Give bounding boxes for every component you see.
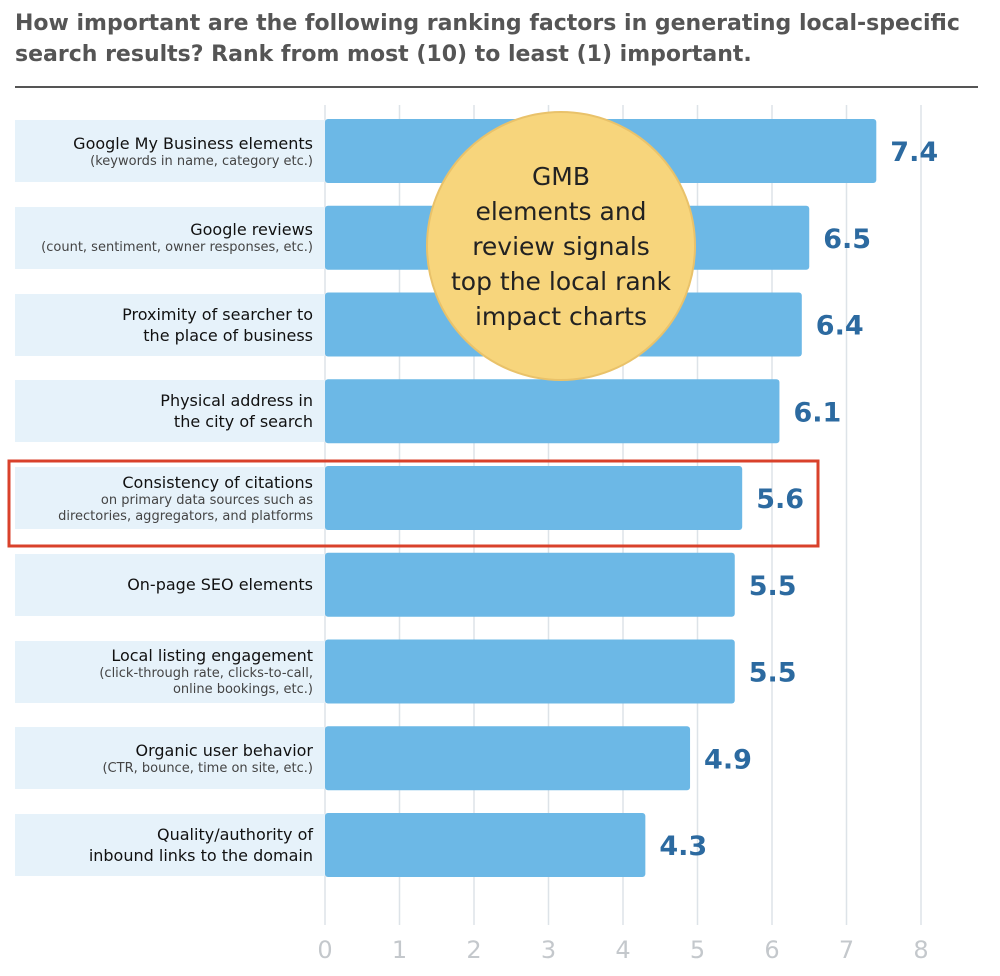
category-label: Consistency of citations on primary data … [15,467,325,529]
value-label: 5.5 [749,658,797,689]
bar [325,466,743,530]
category-note: (click-through rate, clicks-to-call, onl… [99,666,313,697]
callout-bubble [426,111,696,381]
category-name: Proximity of searcher to the place of bu… [122,304,313,345]
value-label: 7.4 [890,137,938,168]
category-name: On-page SEO elements [127,575,313,595]
category-name: Physical address in the city of search [160,391,313,432]
x-tick-label: 3 [541,936,556,964]
x-tick-label: 8 [913,936,928,964]
category-note: (CTR, bounce, time on site, etc.) [102,760,313,776]
highlight-box [7,459,820,548]
category-label: On-page SEO elements [15,553,325,616]
bar [325,726,691,791]
bar [325,813,646,877]
value-label: 4.3 [659,831,707,862]
x-tick-label: 6 [764,936,779,964]
category-note: (keywords in name, category etc.) [90,153,313,169]
x-tick-label: 2 [466,936,481,964]
category-name: Organic user behavior [135,740,313,760]
category-label: Google reviews (count, sentiment, owner r… [15,206,325,269]
category-name: Local listing engagement [111,646,313,665]
value-label: 6.5 [823,224,871,255]
value-label: 6.4 [816,311,864,342]
category-note: on primary data sources such as director… [58,492,313,524]
x-tick-label: 7 [839,936,854,964]
category-note: (count, sentiment, owner responses, etc.… [41,240,313,256]
value-label: 5.5 [749,571,797,602]
category-name: Quality/authority of inbound links to th… [88,825,313,865]
bar [325,379,780,444]
bar [325,639,735,704]
category-label: Proximity of searcher to the place of bu… [15,293,325,356]
value-label: 6.1 [793,397,841,428]
category-label: Organic user behavior (CTR, bounce, time … [15,727,325,790]
x-tick-label: 4 [615,936,630,964]
category-name: Consistency of citations [122,472,313,492]
value-label: 5.6 [756,484,804,515]
callout-text: GMB elements and review signals top the … [450,161,671,331]
x-tick-label: 0 [317,936,332,964]
category-name: Google reviews [190,220,313,240]
category-label: Local listing engagement (click-through r… [15,640,325,703]
bar [325,552,735,617]
chart-title: How important are the following ranking … [15,11,960,67]
category-label: Google My Business elements (keywords in … [15,120,325,182]
x-tick-label: 5 [690,936,705,964]
value-label: 4.9 [704,744,752,775]
x-tick-label: 1 [392,936,407,964]
category-label: Quality/authority of inbound links to th… [15,814,325,876]
category-label: Physical address in the city of search [15,380,325,443]
category-name: Google My Business elements [73,133,313,153]
